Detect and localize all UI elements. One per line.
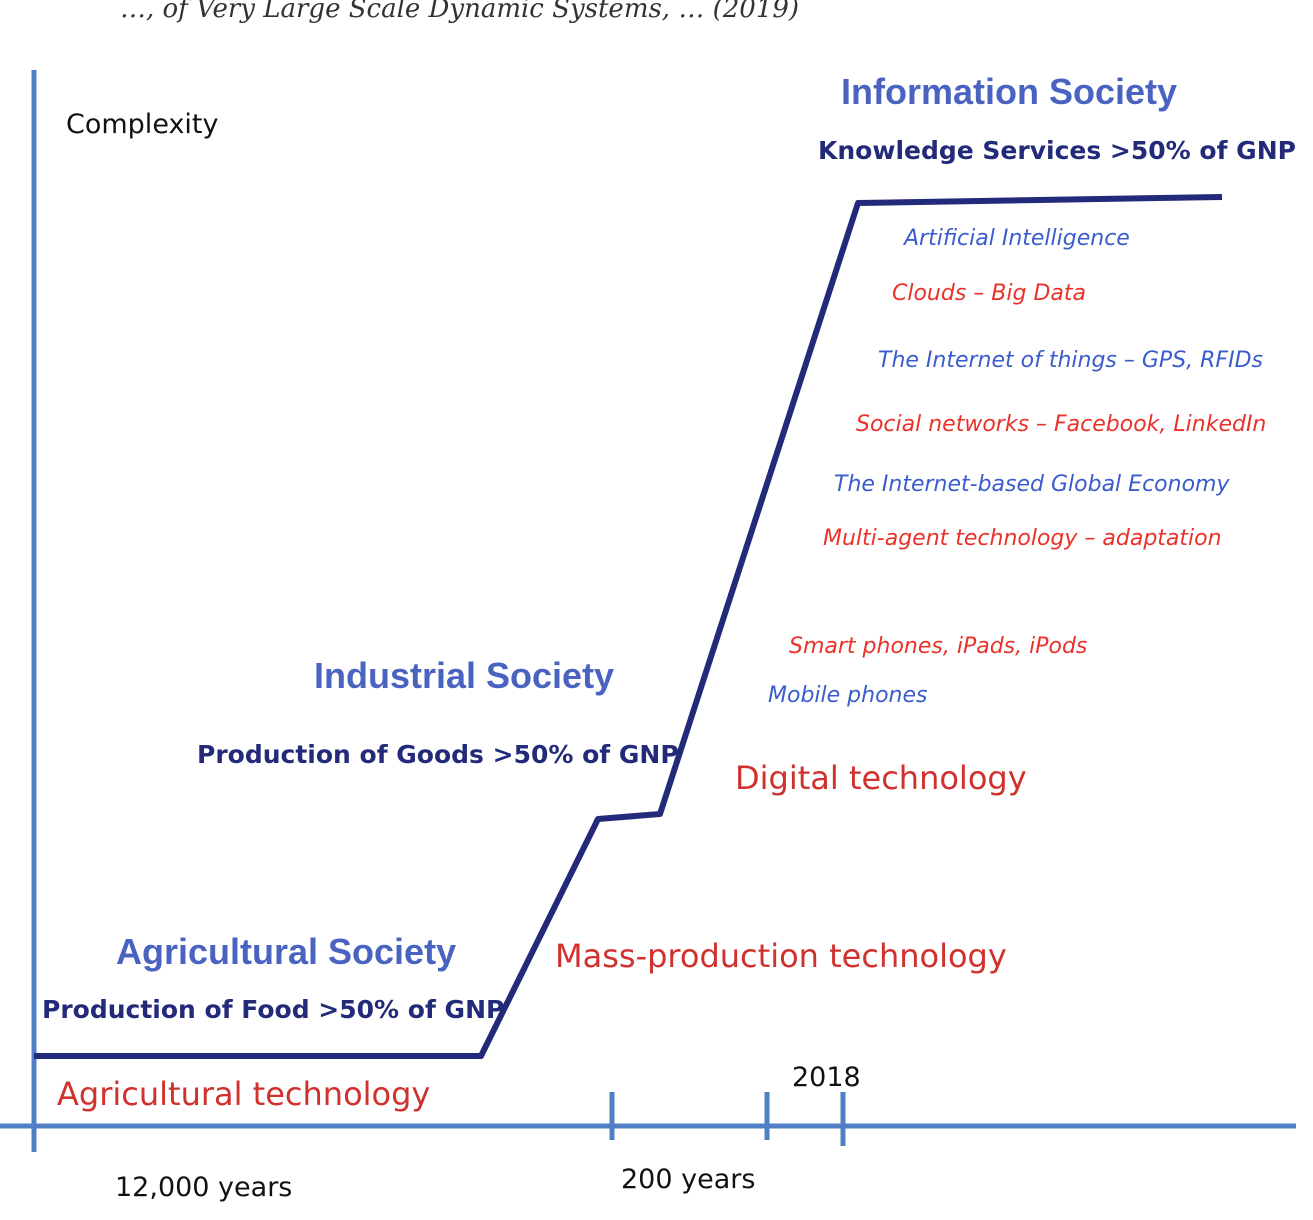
year-marker-2018: 2018	[792, 1062, 861, 1093]
span-label-200-years: 200 years	[621, 1164, 756, 1195]
agricultural-society-share: Production of Food >50% of GNP	[42, 995, 505, 1024]
digital-item-smart-phones: Smart phones, iPads, iPods	[789, 634, 1088, 659]
mass-production-technology-label: Mass-production technology	[555, 937, 1007, 975]
digital-item-clouds: Clouds – Big Data	[892, 281, 1086, 306]
agricultural-society-title: Agricultural Society	[116, 931, 457, 972]
digital-item-global-economy: The Internet-based Global Economy	[834, 472, 1230, 497]
digital-item-ai: Artificial Intelligence	[904, 226, 1130, 251]
span-label-12000-years: 12,000 years	[115, 1172, 293, 1203]
industrial-society-title: Industrial Society	[314, 655, 615, 696]
y-axis-label: Complexity	[66, 109, 219, 140]
digital-item-social-networks: Social networks – Facebook, LinkedIn	[856, 412, 1267, 437]
information-society-share: Knowledge Services >50% of GNP	[818, 136, 1296, 165]
industrial-society-share: Production of Goods >50% of GNP	[197, 740, 679, 769]
digital-item-iot: The Internet of things – GPS, RFIDs	[878, 348, 1263, 373]
header-fragment: …, of Very Large Scale Dynamic Systems, …	[120, 0, 800, 24]
digital-item-multi-agent: Multi-agent technology – adaptation	[823, 526, 1222, 551]
digital-item-mobile-phones: Mobile phones	[768, 683, 928, 708]
information-society-title: Information Society	[841, 71, 1178, 112]
complexity-curve	[34, 194, 1223, 1059]
digital-technology-label: Digital technology	[735, 759, 1027, 797]
agricultural-technology-label: Agricultural technology	[57, 1075, 431, 1113]
